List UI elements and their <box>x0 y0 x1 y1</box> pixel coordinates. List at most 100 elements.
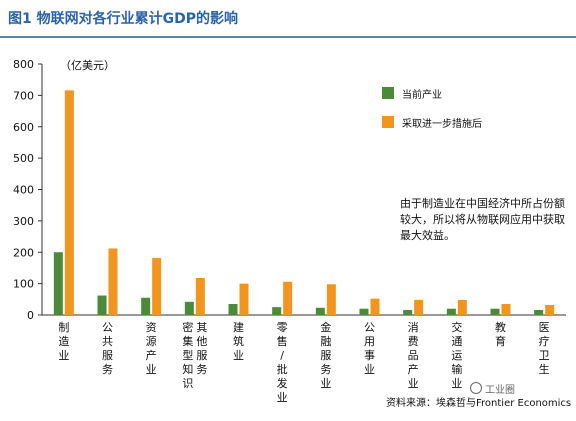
x-tick-char: 密 <box>182 320 193 334</box>
x-tick-char: 业 <box>233 349 244 362</box>
bar-current-8 <box>403 309 413 315</box>
bar-further-0 <box>64 90 74 315</box>
y-tick-label: 700 <box>13 89 34 102</box>
x-tick-char: 业 <box>58 349 69 362</box>
y-tick-label: 400 <box>13 184 34 197</box>
y-tick-label: 800 <box>13 58 34 71</box>
x-tick-char: 业 <box>408 377 419 390</box>
x-tick-char: 公 <box>364 321 375 334</box>
bar-further-6 <box>326 284 336 315</box>
x-tick-char: 业 <box>364 363 375 376</box>
x-tick-char: / <box>280 349 284 362</box>
y-tick-label: 300 <box>13 215 34 228</box>
x-tick-char: 业 <box>146 363 157 376</box>
x-tick-char: 输 <box>451 362 462 376</box>
x-tick-char: 公 <box>102 321 113 334</box>
x-tick-char: 费 <box>408 335 419 348</box>
x-tick-char: 业 <box>451 377 462 390</box>
x-tick-char: 型 <box>182 348 193 362</box>
bar-current-5 <box>272 307 282 315</box>
bar-further-2 <box>152 257 162 315</box>
bar-current-3 <box>184 301 194 315</box>
x-tick-char: 卫 <box>539 349 550 362</box>
bar-further-1 <box>108 248 118 315</box>
x-tick-char: 医 <box>539 321 550 334</box>
x-tick-char: 筑 <box>233 334 244 348</box>
chart-title: 图1 物联网对各行业累计GDP的影响 <box>8 11 238 27</box>
bar-further-10 <box>501 304 511 315</box>
x-tick-char: 疗 <box>539 334 550 348</box>
x-tick-char: 品 <box>408 349 419 362</box>
x-tick-char: 业 <box>277 391 288 404</box>
x-tick-char: 共 <box>102 335 113 348</box>
x-tick-char: 其 <box>196 321 207 334</box>
x-tick-char: 零 <box>277 321 288 334</box>
x-tick-char: 资 <box>146 321 157 334</box>
bar-current-2 <box>141 297 151 315</box>
bar-further-9 <box>457 299 467 315</box>
x-tick-char: 通 <box>451 335 462 348</box>
bar-current-9 <box>446 308 456 315</box>
x-tick-char: 售 <box>277 334 288 348</box>
x-tick-char: 建 <box>233 320 244 334</box>
y-tick-label: 600 <box>13 121 34 134</box>
bar-current-10 <box>490 308 500 315</box>
bar-further-5 <box>283 281 293 315</box>
legend-label-current: 当前产业 <box>402 90 442 101</box>
x-tick-char: 消 <box>408 320 419 334</box>
x-tick-char: 产 <box>408 362 419 376</box>
x-tick-label: 建筑业 <box>233 320 244 362</box>
x-tick-char: 育 <box>495 334 506 348</box>
x-tick-char: 务 <box>102 363 113 376</box>
bar-further-7 <box>370 298 380 315</box>
x-tick-char: 发 <box>277 376 288 390</box>
legend-swatch-current <box>382 87 394 99</box>
x-tick-char: 集 <box>182 334 193 348</box>
x-tick-label: 教育 <box>495 321 506 348</box>
x-tick-char: 服 <box>320 349 331 362</box>
annotation-note: 由于制造业在中国经济中所占份额较大，所以将从物联网应用中获取最大效益。 <box>400 197 565 242</box>
y-tick-label: 200 <box>13 246 34 259</box>
bar-current-1 <box>97 295 107 315</box>
wechat-icon <box>470 382 482 394</box>
x-tick-char: 知 <box>182 362 193 376</box>
bar-current-6 <box>315 307 325 315</box>
x-tick-char: 服 <box>102 349 113 362</box>
watermark: 工业圈 <box>470 381 515 396</box>
x-tick-char: 教 <box>495 321 506 334</box>
bar-further-11 <box>545 304 555 315</box>
legend-swatch-further <box>382 116 394 128</box>
x-tick-char: 业 <box>320 377 331 390</box>
x-tick-char: 交 <box>451 320 462 334</box>
x-tick-char: 事 <box>364 349 375 362</box>
x-tick-char: 源 <box>146 334 157 348</box>
bar-current-7 <box>359 308 369 315</box>
x-tick-char: 造 <box>58 334 69 348</box>
y-tick-label: 500 <box>13 152 34 165</box>
x-tick-char: 服 <box>196 349 207 362</box>
x-tick-char: 务 <box>320 363 331 376</box>
x-tick-char: 批 <box>277 362 288 376</box>
y-tick-label: 0 <box>27 309 34 322</box>
bar-further-8 <box>414 299 424 315</box>
x-tick-char: 生 <box>539 362 550 376</box>
x-tick-char: 用 <box>364 335 375 348</box>
bar-further-3 <box>195 277 205 315</box>
bar-current-11 <box>534 309 544 315</box>
bar-current-0 <box>53 252 63 315</box>
watermark-text: 工业圈 <box>485 385 515 396</box>
x-tick-char: 融 <box>320 335 331 348</box>
source-note: 资料来源：埃森哲与Frontier Economics <box>386 398 572 409</box>
x-tick-char: 制 <box>58 321 69 334</box>
x-tick-char: 他 <box>196 335 207 348</box>
bar-further-4 <box>239 283 249 315</box>
x-tick-char: 产 <box>146 348 157 362</box>
bar-current-4 <box>228 304 238 315</box>
